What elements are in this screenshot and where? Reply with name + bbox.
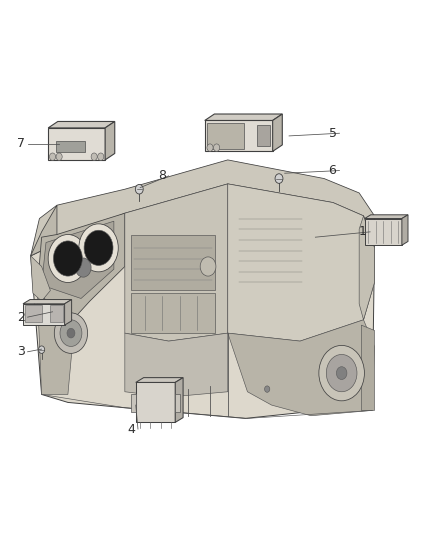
Bar xyxy=(50,305,63,322)
Circle shape xyxy=(265,386,270,392)
Polygon shape xyxy=(37,290,72,394)
Text: 3: 3 xyxy=(17,345,25,358)
Bar xyxy=(207,123,244,149)
Bar xyxy=(364,219,402,245)
Bar xyxy=(136,383,175,422)
Text: 5: 5 xyxy=(328,127,336,140)
Polygon shape xyxy=(205,114,283,120)
Polygon shape xyxy=(105,122,115,160)
Polygon shape xyxy=(125,184,228,341)
Circle shape xyxy=(214,144,219,151)
Polygon shape xyxy=(31,205,81,256)
Circle shape xyxy=(98,153,104,160)
Circle shape xyxy=(48,235,88,282)
Bar xyxy=(131,394,136,412)
Circle shape xyxy=(200,257,216,276)
Bar xyxy=(56,141,85,152)
Text: 6: 6 xyxy=(328,164,336,177)
Bar xyxy=(257,125,269,146)
Polygon shape xyxy=(364,215,408,219)
Bar xyxy=(205,120,272,151)
Circle shape xyxy=(75,258,91,277)
Polygon shape xyxy=(175,377,183,422)
Polygon shape xyxy=(37,213,125,325)
Bar xyxy=(48,128,105,160)
Bar xyxy=(23,304,65,325)
Circle shape xyxy=(207,144,213,151)
Circle shape xyxy=(79,224,118,272)
Circle shape xyxy=(53,241,82,276)
Polygon shape xyxy=(31,160,374,256)
Bar xyxy=(131,293,215,333)
Polygon shape xyxy=(42,221,114,298)
Circle shape xyxy=(67,328,75,338)
Circle shape xyxy=(336,367,347,379)
Polygon shape xyxy=(65,300,72,325)
Polygon shape xyxy=(23,300,72,304)
Polygon shape xyxy=(361,325,374,410)
Circle shape xyxy=(54,313,88,353)
Circle shape xyxy=(39,346,45,353)
Polygon shape xyxy=(272,114,283,151)
Polygon shape xyxy=(228,320,374,416)
Polygon shape xyxy=(48,122,115,128)
Polygon shape xyxy=(136,377,183,383)
Text: 4: 4 xyxy=(127,423,135,435)
Circle shape xyxy=(60,320,82,346)
Circle shape xyxy=(91,153,97,160)
Text: 7: 7 xyxy=(17,138,25,150)
Circle shape xyxy=(319,345,364,401)
Circle shape xyxy=(84,230,113,265)
Polygon shape xyxy=(359,216,374,320)
Bar xyxy=(25,305,42,322)
Polygon shape xyxy=(125,333,228,397)
Text: 2: 2 xyxy=(17,311,25,324)
Polygon shape xyxy=(31,256,50,301)
Circle shape xyxy=(56,153,62,160)
Polygon shape xyxy=(402,215,408,245)
Bar xyxy=(131,235,215,290)
Circle shape xyxy=(326,354,357,392)
Polygon shape xyxy=(31,184,374,418)
Polygon shape xyxy=(228,184,374,341)
Text: 8: 8 xyxy=(158,169,166,182)
Circle shape xyxy=(49,153,56,160)
Circle shape xyxy=(135,184,143,194)
Bar xyxy=(175,394,180,412)
Circle shape xyxy=(275,174,283,183)
Text: 1: 1 xyxy=(359,225,367,238)
